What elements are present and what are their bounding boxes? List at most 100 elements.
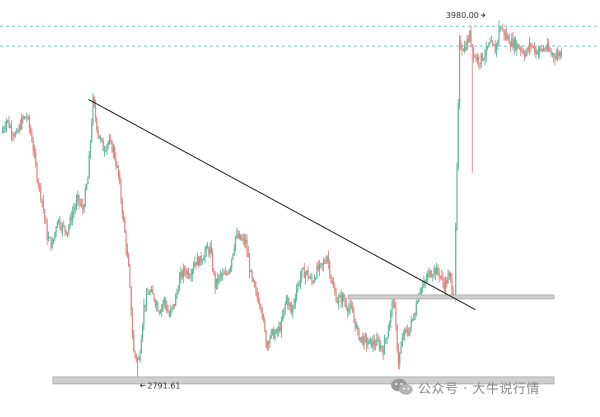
candle-body	[84, 188, 86, 207]
candle-body	[352, 308, 354, 313]
candle-body	[500, 28, 503, 30]
candle-body	[19, 125, 22, 129]
candle-body	[17, 130, 19, 132]
candle-body	[559, 51, 561, 57]
candle-body	[273, 329, 275, 339]
candle-body	[358, 329, 360, 341]
candle-body	[10, 126, 13, 135]
candle-body	[523, 53, 526, 57]
candle-body	[251, 271, 253, 278]
candle-body	[303, 268, 305, 279]
candle-body	[138, 358, 140, 360]
candle-body	[69, 217, 71, 227]
candle-body	[75, 200, 78, 207]
candle-body	[425, 279, 428, 281]
candle-body	[475, 56, 477, 61]
candle-body	[42, 200, 44, 210]
candle-body	[469, 31, 471, 41]
candle-body	[374, 344, 377, 346]
candle-body	[544, 48, 546, 50]
candle-body	[124, 218, 126, 233]
candle-body	[276, 329, 279, 332]
candle-body	[373, 340, 375, 345]
candle-body	[415, 303, 417, 315]
candle-body	[424, 280, 426, 282]
candle-body	[181, 272, 183, 278]
candle-body	[122, 213, 125, 219]
candle-body	[354, 318, 356, 328]
candle-body	[430, 276, 433, 278]
candle-body	[366, 337, 368, 346]
candle-body	[400, 346, 402, 354]
candle-body	[456, 166, 458, 227]
candle-body	[376, 338, 378, 346]
candle-body	[442, 276, 444, 283]
candle-body	[383, 339, 386, 355]
candle-body	[117, 166, 120, 175]
candle-body	[371, 338, 373, 348]
candle-body	[296, 289, 298, 299]
candle-body	[266, 342, 268, 348]
candle-body	[506, 33, 508, 39]
candle-body	[3, 128, 5, 130]
candle-body	[325, 262, 327, 264]
candle-body	[237, 233, 239, 239]
candle-body	[380, 345, 382, 349]
candle-body	[304, 273, 307, 279]
candle-body	[349, 305, 351, 309]
candle-body	[485, 46, 487, 57]
candle-body	[310, 277, 312, 279]
candle-body	[489, 41, 491, 44]
candle-body	[404, 329, 406, 336]
candle-body	[203, 258, 205, 261]
candle-body	[548, 44, 550, 50]
candle-body	[254, 280, 256, 287]
candle-body	[290, 306, 293, 313]
candle-body	[147, 293, 149, 295]
candle-body	[32, 141, 34, 151]
candle-body	[391, 301, 393, 311]
candle-body	[261, 308, 263, 318]
candle-body	[408, 333, 410, 335]
candle-body	[246, 240, 248, 253]
candle-body	[46, 223, 48, 241]
candle-body	[172, 304, 174, 308]
candle-body	[321, 263, 323, 266]
candle-body	[367, 343, 369, 346]
candle-body	[2, 129, 4, 133]
candle-body	[177, 290, 179, 292]
candle-body	[532, 46, 534, 48]
candle-body	[498, 30, 500, 41]
candle-body	[196, 257, 198, 265]
candle-body	[355, 325, 358, 328]
candle-body	[185, 270, 187, 275]
candle-body	[397, 349, 400, 364]
candle-body	[9, 126, 11, 128]
candle-body	[256, 290, 258, 298]
candle-body	[136, 358, 139, 360]
candle-body	[364, 335, 366, 338]
candle-body	[434, 268, 436, 275]
candle-body	[139, 352, 141, 360]
candle-body	[72, 212, 74, 221]
candle-body	[439, 276, 442, 278]
candle-body	[45, 218, 47, 224]
candle-body	[60, 226, 62, 231]
candle-body	[450, 273, 452, 279]
candle-body	[178, 277, 181, 291]
candle-body	[204, 251, 206, 259]
candle-body	[307, 270, 309, 278]
candle-body	[52, 238, 55, 243]
candle-body	[302, 268, 304, 270]
candle-body	[416, 301, 419, 304]
candle-body	[56, 222, 58, 228]
candle-body	[470, 31, 472, 45]
candle-body	[381, 345, 383, 350]
candle-body	[512, 38, 514, 49]
candle-body	[292, 305, 294, 313]
candle-body	[493, 44, 495, 47]
candle-body	[457, 102, 459, 167]
candle-body	[387, 330, 389, 338]
